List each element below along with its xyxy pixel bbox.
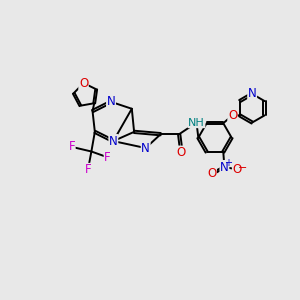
Text: F: F bbox=[85, 164, 91, 176]
Text: N: N bbox=[106, 95, 116, 108]
Text: +: + bbox=[224, 158, 232, 168]
Text: O: O bbox=[232, 163, 242, 176]
Text: N: N bbox=[220, 160, 229, 174]
Text: N: N bbox=[248, 87, 256, 101]
Text: F: F bbox=[104, 151, 111, 164]
Text: O: O bbox=[79, 76, 88, 90]
Text: O: O bbox=[228, 109, 237, 122]
Text: O: O bbox=[177, 146, 186, 159]
Text: NH: NH bbox=[188, 118, 205, 128]
Text: −: − bbox=[238, 163, 247, 173]
Text: O: O bbox=[207, 167, 216, 181]
Text: F: F bbox=[68, 140, 75, 153]
Text: N: N bbox=[109, 135, 118, 148]
Text: N: N bbox=[141, 142, 150, 154]
